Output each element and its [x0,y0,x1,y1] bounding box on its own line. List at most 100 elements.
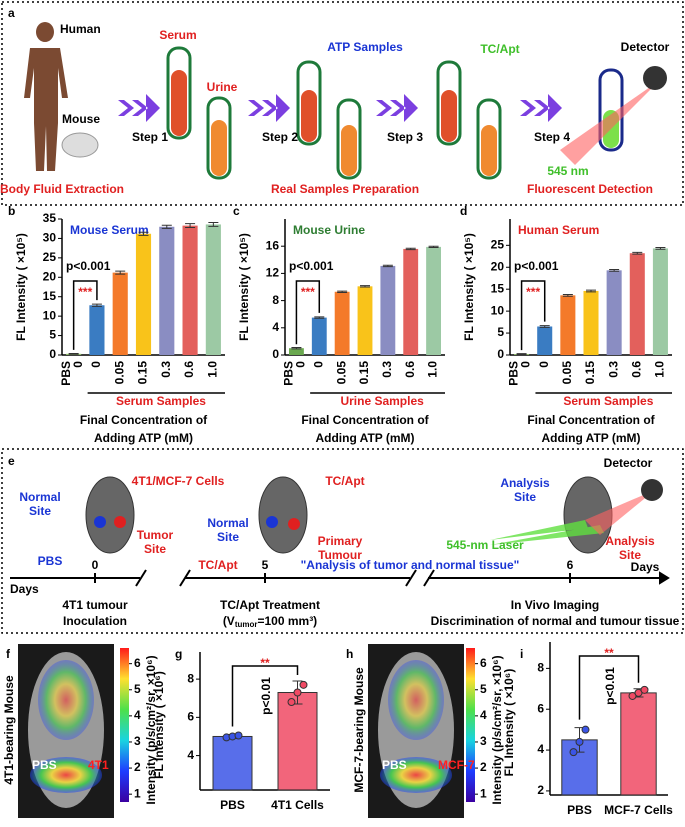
significance-bracket [231,665,299,727]
label: TC/Apt [480,42,519,56]
label: Days [631,560,660,574]
bar [112,272,128,355]
panel-label: d [460,204,467,218]
error-bar [208,221,219,227]
y-tick-label: 4 [272,320,279,334]
data-point [640,685,649,694]
bar [380,265,396,355]
y-tick-label: 2 [537,783,544,797]
y-tick-label: 8 [187,671,194,685]
group-label: Serum Samples [116,394,206,408]
p-value: p<0.001 [289,259,334,273]
pbs-label: PBS [507,361,521,386]
label: Urine [207,80,238,94]
colorbar [120,648,129,802]
bar [289,348,304,355]
label: TC/Apt Treatment [220,598,320,612]
colorbar-tick-label: 3 [480,734,487,748]
label: Step 1 [132,130,168,144]
signal [30,757,102,793]
panel-label: f [6,647,11,661]
y-tick-label: 6 [537,701,544,715]
label: 6 [567,558,574,572]
x-tick-label: MCF-7 Cells [604,803,673,817]
colorbar-tick-label: 4 [480,708,487,722]
laser-beam [560,80,660,165]
label: Real Samples Preparation [271,182,419,196]
label: Site [619,548,641,562]
bar [357,286,373,355]
group-label: Serum Samples [563,394,653,408]
label: Analysis [500,476,550,490]
x-tick-label: 0.3 [159,361,173,378]
human-silhouette [24,22,68,171]
y-tick-label: 10 [43,308,57,322]
label: Tumor [137,528,174,542]
y-tick-label: 5 [49,328,56,342]
panel-frame [1,1,684,206]
label: Fluorescent Detection [527,182,653,196]
p-value: p<0.001 [514,259,559,273]
y-axis-title: FL Intensity ( ×10⁵) [14,233,28,341]
error-bar [291,347,302,350]
y-tick-label: 0 [272,347,279,361]
y-tick-label: 15 [43,289,57,303]
label: In Vivo Imaging [511,598,599,612]
y-tick-label: 8 [537,661,544,675]
label: 4T1 tumour [62,598,128,612]
label: Step 4 [534,130,570,144]
bar [182,225,198,355]
p-value: p<0.01 [603,667,617,705]
error-bar [632,251,643,255]
label: Tumour [318,548,362,562]
data-point [293,688,302,697]
p-value: p<0.01 [259,677,273,715]
y-tick-label: 15 [491,281,505,295]
y-axis-title: FL Intensity ( ×10⁵) [237,233,251,341]
label: Primary [318,534,363,548]
group-label: Urine Samples [340,394,424,408]
y-axis-title: FL Intensity ( ×10⁶) [152,671,166,779]
y-tick-label: 25 [43,250,57,264]
label: 545-nm Laser [446,538,524,552]
error-bar [516,353,527,356]
label: 0 [92,558,99,572]
sites [94,516,300,530]
site-label: PBS [32,758,57,772]
x-tick-label: 0.05 [560,361,574,385]
x-tick-label: 0.15 [136,361,150,385]
x-tick-label: 0.6 [182,361,196,378]
y-tick-label: 20 [43,269,57,283]
label: (V [223,614,235,628]
colorbar-tick-label: 2 [480,760,487,774]
x-tick-label: 1.0 [426,361,440,378]
error-bar [655,247,666,250]
label: ATP Samples [327,40,403,54]
y-tick-label: 4 [187,748,194,762]
colorbar-tick-label: 4 [134,708,141,722]
label: Normal [207,516,248,530]
label: Normal [19,490,60,504]
y-tick-label: 5 [497,325,504,339]
label: TC/Apt [198,558,237,572]
bar [135,233,152,355]
x-tick-label: 0.05 [334,361,348,385]
signal [380,757,452,793]
bar [620,692,657,796]
colorbar-tick-label: 2 [134,760,141,774]
panel-label: g [175,647,182,661]
error-bar [91,303,102,307]
label: Inoculation [63,614,127,628]
site-label: PBS [382,758,407,772]
bar [403,248,419,355]
x-tick-label: PBS [567,803,592,817]
data-point [299,680,308,689]
y-tick-label: 0 [497,347,504,361]
bar [652,248,668,355]
error-bar [539,325,550,328]
x-tick-label: 4T1 Cells [271,798,324,812]
y-tick-label: 35 [43,211,57,225]
significance-bracket [72,280,98,350]
x-tick-label: 0.6 [403,361,417,378]
mice [85,476,613,554]
